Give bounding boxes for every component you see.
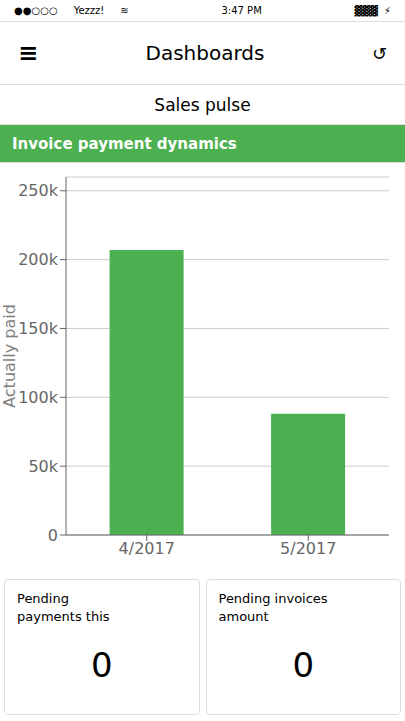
html-text:0: 0 (90, 645, 113, 686)
svg-text:4/2017: 4/2017 (119, 539, 175, 558)
html-text:Sales pulse: Sales pulse (154, 94, 251, 115)
svg-text:50k: 50k (28, 457, 58, 476)
html-text:3:47 PM: 3:47 PM (221, 5, 262, 16)
svg-text:100k: 100k (18, 388, 59, 407)
svg-text:Actually paid: Actually paid (8, 304, 19, 408)
html-text:Dashboards: Dashboards (145, 41, 265, 65)
svg-text:250k: 250k (18, 181, 59, 200)
svg-text:200k: 200k (18, 250, 59, 269)
html-text:Pending payments this: Pending payments this (17, 591, 110, 625)
html-text:Pending invoices amount: Pending invoices amount (218, 591, 328, 625)
html-text:Yezzz!: Yezzz! (73, 5, 105, 16)
svg-text:0: 0 (48, 526, 58, 545)
svg-text:5/2017: 5/2017 (280, 539, 336, 558)
html-text:0: 0 (292, 645, 315, 686)
html-text:Invoice payment dynamics: Invoice payment dynamics (12, 134, 237, 153)
svg-text:150k: 150k (18, 319, 59, 338)
